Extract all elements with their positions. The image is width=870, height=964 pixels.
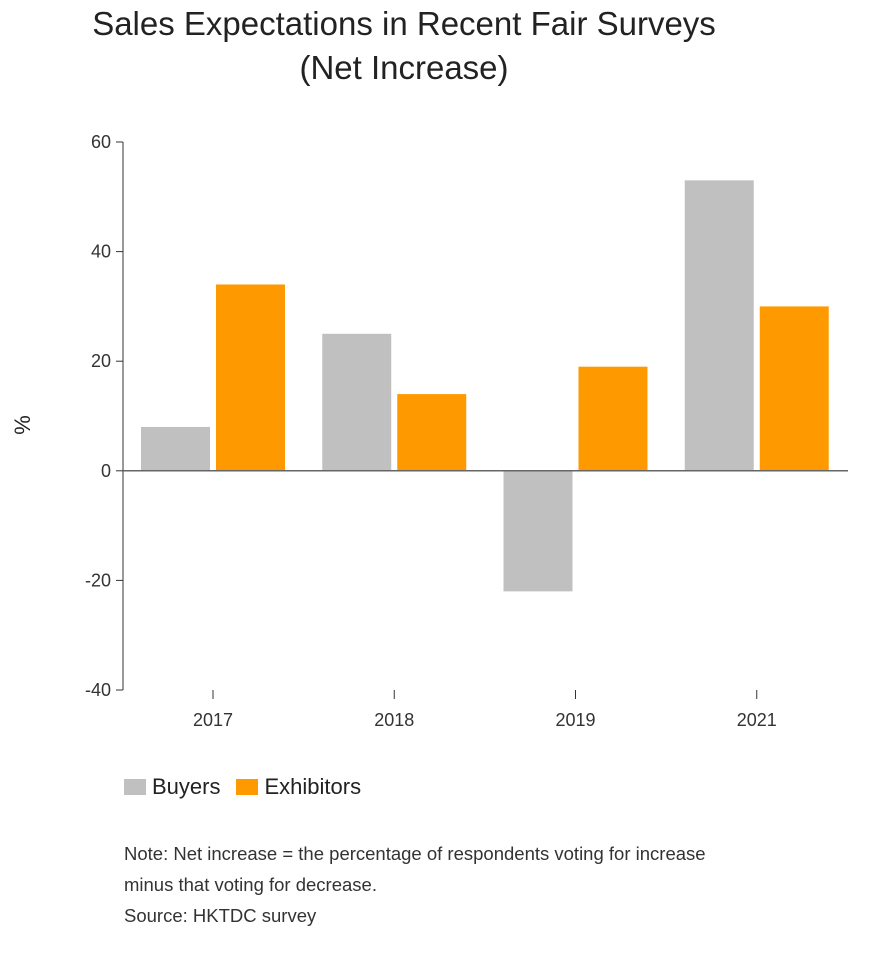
bar-buyers-2021[interactable] xyxy=(684,180,754,471)
y-tick-label: 0 xyxy=(101,461,111,481)
bar-exhibitors-2021[interactable] xyxy=(759,306,829,471)
y-tick-label: -40 xyxy=(85,680,111,700)
bar-buyers-2017[interactable] xyxy=(141,426,210,471)
y-tick-label: 20 xyxy=(91,351,111,371)
bar-chart: -40 -20 0 20 40 60% 2017 2018 2019 2021 xyxy=(10,132,848,730)
x-tick-label: 2019 xyxy=(555,710,595,730)
chart-title: Sales Expectations in Recent Fair Survey… xyxy=(0,2,808,90)
y-tick-label: 60 xyxy=(91,132,111,152)
bar-buyers-2019[interactable] xyxy=(503,470,573,592)
legend-label-exhibitors: Exhibitors xyxy=(264,774,362,799)
x-tick-label: 2017 xyxy=(193,710,233,730)
legend-item-buyers[interactable]: Buyers xyxy=(124,774,220,800)
y-axis-label: % xyxy=(10,415,35,435)
legend-label-buyers: Buyers xyxy=(152,774,221,799)
x-tick-label: 2018 xyxy=(374,710,414,730)
source-line: Source: HKTDC survey xyxy=(124,905,317,926)
legend: Buyers Exhibitors xyxy=(124,774,377,800)
x-tick-label: 2021 xyxy=(737,710,777,730)
legend-swatch-exhibitors xyxy=(236,779,259,795)
bar-exhibitors-2019[interactable] xyxy=(578,366,648,471)
chart-title-line-2: (Net Increase) xyxy=(299,49,509,86)
bar-buyers-2018[interactable] xyxy=(322,333,392,471)
legend-item-exhibitors[interactable]: Exhibitors xyxy=(236,774,361,800)
chart-notes: Note: Net increase = the percentage of r… xyxy=(124,838,824,931)
chart-title-line-1: Sales Expectations in Recent Fair Survey… xyxy=(92,5,716,42)
y-tick-label: -20 xyxy=(85,570,111,590)
bar-exhibitors-2017[interactable] xyxy=(216,284,285,471)
note-line-1: Note: Net increase = the percentage of r… xyxy=(124,843,706,864)
y-tick-label: 40 xyxy=(91,242,111,262)
bar-exhibitors-2018[interactable] xyxy=(397,394,467,471)
legend-swatch-buyers xyxy=(124,779,146,795)
note-line-2: minus that voting for decrease. xyxy=(124,874,377,895)
